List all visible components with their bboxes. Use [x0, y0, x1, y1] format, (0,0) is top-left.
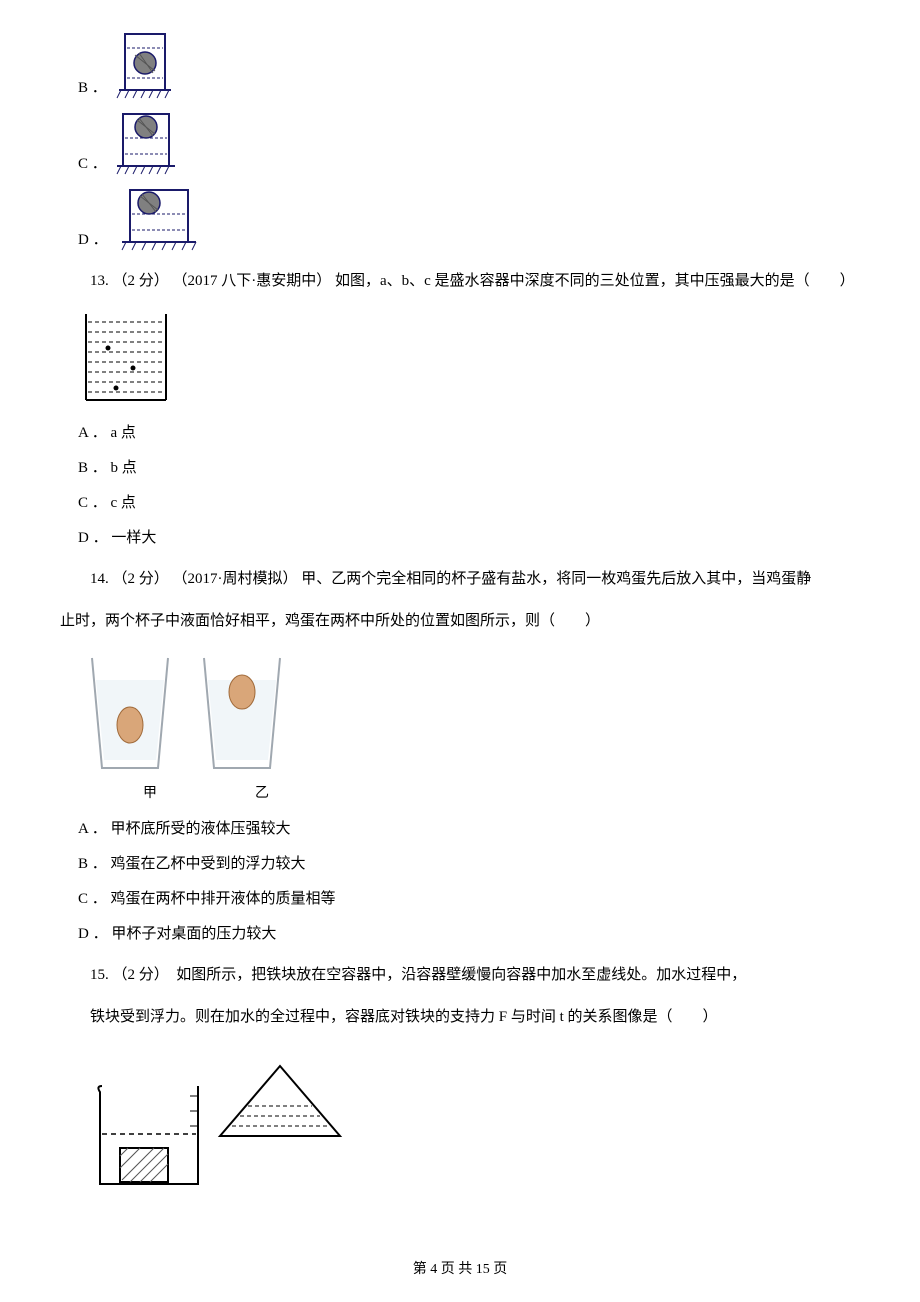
- q13-figure: [78, 310, 860, 406]
- q14-caption-row: 甲 乙: [100, 782, 860, 802]
- q14-opt-d: D ． 甲杯子对桌面的压力较大: [60, 921, 860, 948]
- opt-c-letter: C ．: [78, 151, 107, 178]
- q12-option-b: B ．: [60, 28, 860, 102]
- opt-b-letter: B ．: [78, 75, 107, 102]
- footer-mid: 页 共: [437, 1262, 476, 1277]
- q15-text: 15. （2 分） 如图所示，把铁块放在空容器中，沿容器壁缓慢向容器中加水至虚线…: [60, 960, 860, 990]
- caption-jia: 甲: [100, 782, 200, 802]
- q14-figure: 甲 乙: [80, 650, 860, 802]
- q14-text: 14. （2 分） （2017·周村模拟） 甲、乙两个完全相同的杯子盛有盐水，将…: [60, 564, 860, 594]
- q14-opt-c: C ． 鸡蛋在两杯中排开液体的质量相等: [60, 886, 860, 913]
- q12-figure-c: [115, 110, 177, 178]
- footer-suffix: 页: [490, 1262, 508, 1277]
- opt-d-letter: D ．: [78, 227, 108, 254]
- q14-opt-b: B ． 鸡蛋在乙杯中受到的浮力较大: [60, 851, 860, 878]
- q12-figure-d: [116, 186, 200, 254]
- q15-text-cont: 铁块受到浮力。则在加水的全过程中，容器底对铁块的支持力 F 与时间 t 的关系图…: [60, 1002, 860, 1032]
- q13-text: 13. （2 分） （2017 八下·惠安期中） 如图，a、b、c 是盛水容器中…: [60, 266, 860, 296]
- q12-option-c: C ．: [60, 110, 860, 178]
- q12-figure-b: [115, 28, 175, 102]
- footer-prefix: 第: [413, 1262, 431, 1277]
- q15-figure: [90, 1056, 860, 1196]
- q14-text-cont: 止时，两个杯子中液面恰好相平，鸡蛋在两杯中所处的位置如图所示，则（ ）: [60, 606, 860, 636]
- q13-opt-b: B ． b 点: [60, 455, 860, 482]
- q13-opt-c: C ． c 点: [60, 490, 860, 517]
- q14-opt-a: A ． 甲杯底所受的液体压强较大: [60, 816, 860, 843]
- footer-total: 15: [476, 1262, 490, 1277]
- caption-yi: 乙: [212, 782, 312, 802]
- page-footer: 第 4 页 共 15 页: [0, 1258, 920, 1278]
- q12-option-d: D ．: [60, 186, 860, 254]
- q13-opt-a: A ． a 点: [60, 420, 860, 447]
- q13-opt-d: D ． 一样大: [60, 525, 860, 552]
